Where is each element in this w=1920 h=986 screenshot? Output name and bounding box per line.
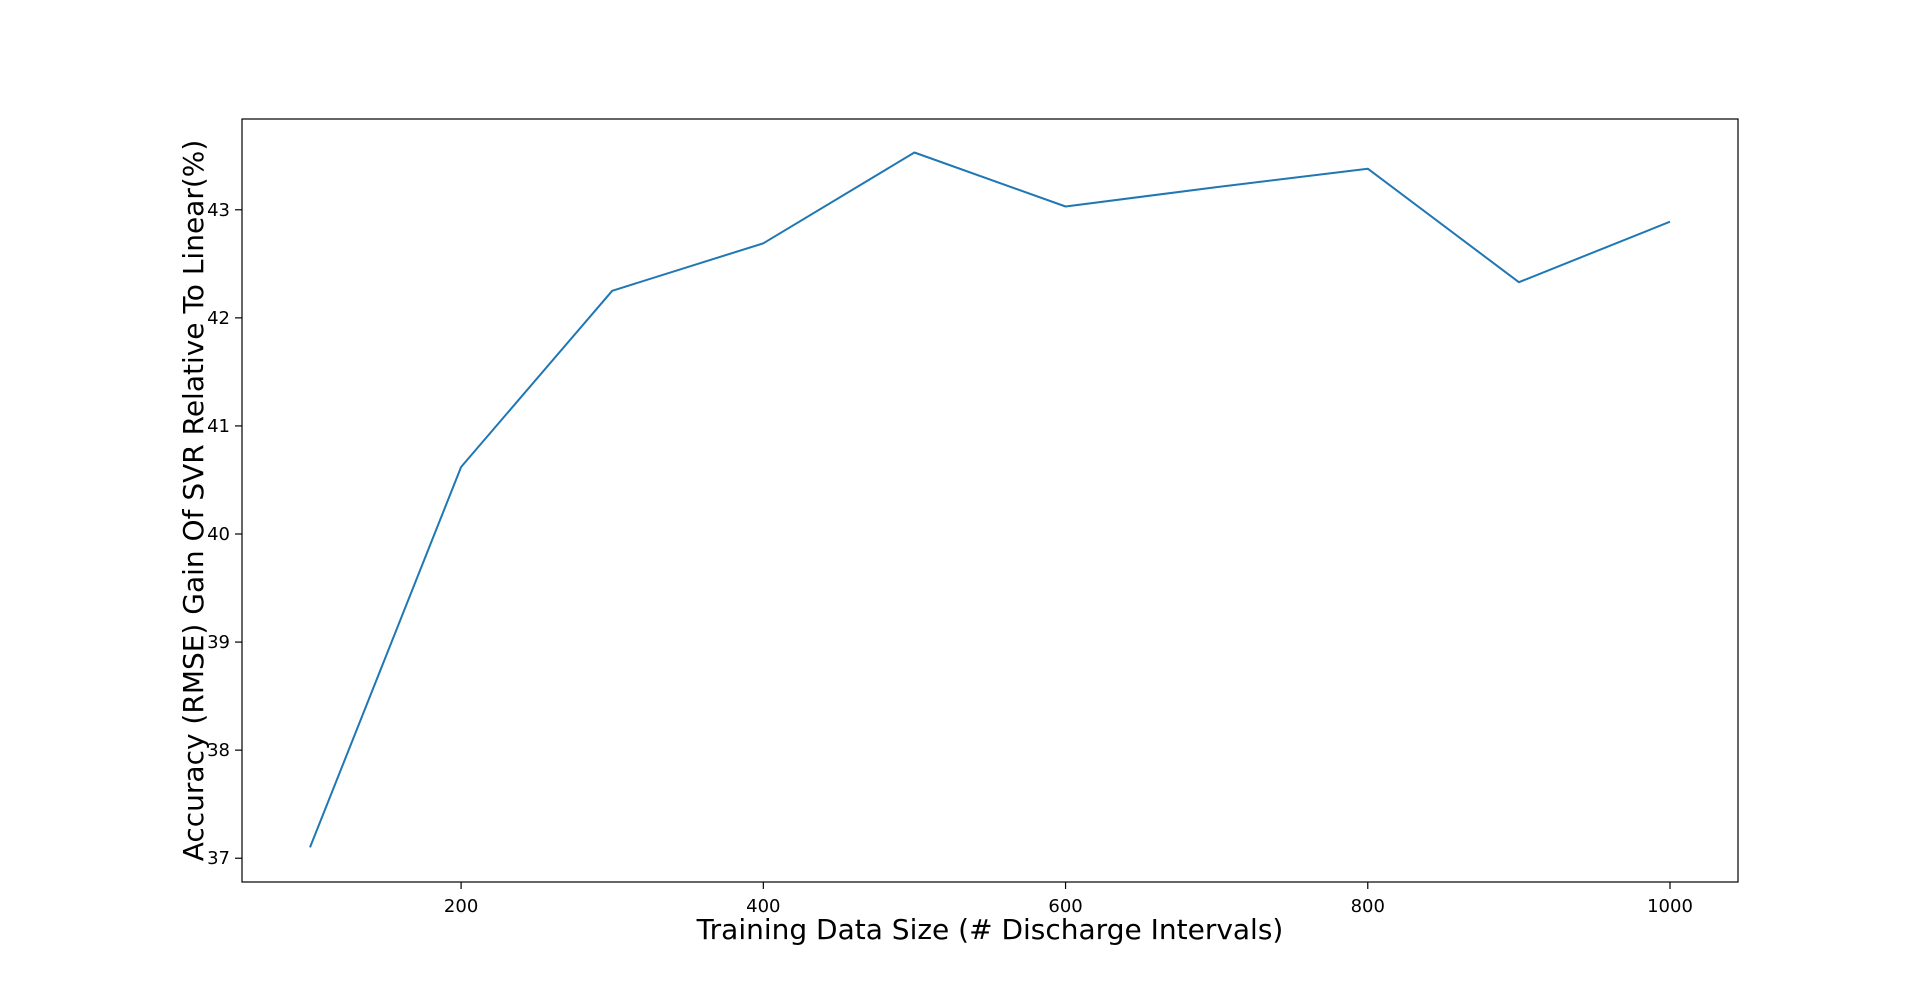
y-tick-label: 39 <box>207 632 230 653</box>
x-tick-label: 1000 <box>1647 896 1693 917</box>
series-layer <box>309 151 1671 848</box>
x-tick-label: 600 <box>1048 896 1082 917</box>
y-tick-label: 43 <box>207 200 230 221</box>
y-axis-title: Accuracy (RMSE) Gain Of SVR Relative To … <box>177 140 210 862</box>
y-tick-label: 38 <box>207 740 230 761</box>
y-axis: 37 38 39 40 41 42 43 <box>207 200 242 869</box>
y-tick-label: 42 <box>207 308 230 329</box>
y-tick-label: 37 <box>207 848 230 869</box>
x-axis-title: Training Data Size (# Discharge Interval… <box>696 913 1284 946</box>
x-tick-label: 200 <box>444 896 478 917</box>
plot-frame <box>241 118 1739 883</box>
y-tick-label: 40 <box>207 524 230 545</box>
x-tick-label: 800 <box>1351 896 1385 917</box>
series-line <box>309 151 1671 848</box>
x-axis: 200 400 600 800 1000 <box>444 882 1693 917</box>
y-tick-label: 41 <box>207 416 230 437</box>
x-tick-label: 400 <box>746 896 780 917</box>
